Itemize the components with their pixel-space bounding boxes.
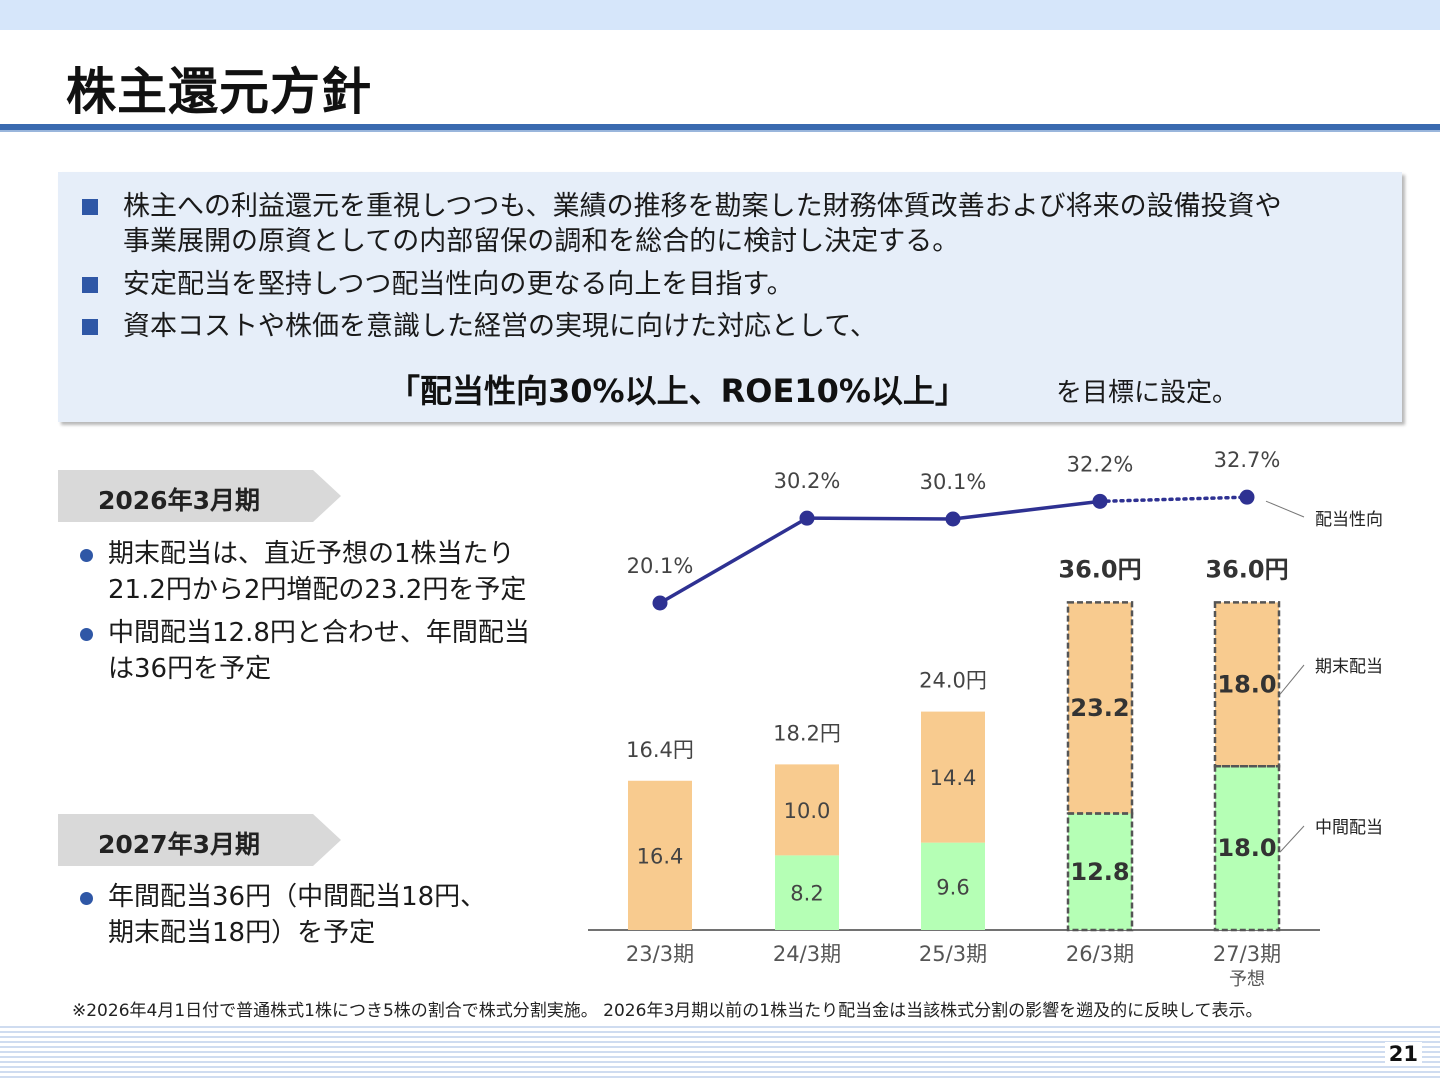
- note-item: 年間配当36円（中間配当18円、 期末配当18円）を予定: [80, 879, 570, 951]
- x-tick-label: 26/3期: [1066, 942, 1134, 966]
- bar-final: [921, 711, 985, 843]
- policy-box: 株主への利益還元を重視しつつも、業績の推移を勘案した財務体質改善および将来の設備…: [58, 172, 1402, 422]
- policy-item: 株主への利益還元を重視しつつも、業績の推移を勘案した財務体質改善および将来の設備…: [82, 189, 1282, 259]
- payout-value-label: 32.2%: [1067, 452, 1134, 476]
- bar-final: [1068, 602, 1132, 814]
- x-tick-label: 27/3期: [1213, 942, 1281, 966]
- page-title: 株主還元方針: [66, 63, 372, 121]
- circle-bullet-icon: [80, 892, 93, 905]
- bar-final: [1215, 602, 1279, 767]
- bar-total-label: 16.4円: [626, 738, 694, 762]
- note-item: 中間配当12.8円と合わせ、年間配当 は36円を予定: [80, 615, 570, 687]
- note-line: 年間配当36円（中間配当18円、: [108, 882, 487, 912]
- title-rule: [0, 124, 1440, 130]
- payout-value-label: 20.1%: [627, 554, 694, 578]
- circle-bullet-icon: [80, 628, 93, 641]
- bar-value-label: 10.0: [784, 799, 831, 823]
- payout-point: [1239, 489, 1255, 505]
- footnote: ※2026年4月1日付で普通株式1株につき5株の割合で株式分割実施。 2026年…: [72, 1001, 1263, 1021]
- bar-value-label: 14.4: [930, 766, 977, 790]
- policy-item: 安定配当を堅持しつつ配当性向の更なる向上を目指す。: [82, 267, 794, 302]
- bar-outline-interim: [1066, 812, 1134, 932]
- bar-value-label: 8.2: [790, 882, 823, 906]
- x-tick-label: 24/3期: [773, 942, 841, 966]
- payout-value-label: 32.7%: [1214, 448, 1281, 472]
- bar-value-label: 18.0: [1217, 834, 1276, 862]
- payout-point: [652, 595, 668, 611]
- payout-line-forecast-segment: [1098, 495, 1249, 504]
- policy-item-line: 資本コストや株価を意識した経営の実現に向けた対応として、: [123, 311, 877, 342]
- bar-interim: [921, 842, 985, 930]
- bar-total-label: 36.0円: [1058, 555, 1141, 583]
- dividend-chart: 16.4 16.4円 23/3期 8.2 10.0 18.2円 24/3期 9.6 14.4 24…: [588, 448, 1383, 990]
- note-line: 21.2円から2円増配の23.2円を予定: [108, 575, 527, 605]
- payout-line-segment: [659, 516, 808, 605]
- bar-value-label: 16.4: [637, 844, 684, 868]
- bar-outline-final: [1213, 601, 1281, 768]
- payout-line-segment: [952, 499, 1101, 521]
- bar-interim: [1068, 813, 1132, 930]
- bar-interim: [775, 855, 839, 930]
- square-bullet-icon: [82, 277, 98, 293]
- legend-leader-line: [1279, 825, 1305, 853]
- period-tag-2027: 2027年3月期: [58, 814, 341, 866]
- title-rule-light: [0, 130, 1440, 132]
- page-number: 21: [1384, 1042, 1422, 1066]
- bar-value-label: 23.2: [1070, 694, 1129, 722]
- legend-leader-line: [1265, 500, 1305, 518]
- policy-target-suffix: を目標に設定。: [1056, 378, 1239, 408]
- bar-interim: [1215, 766, 1279, 930]
- x-tick-label: 25/3期: [919, 942, 987, 966]
- bar-outline-interim: [1213, 764, 1281, 932]
- bar-final: [628, 780, 692, 930]
- policy-item: 資本コストや株価を意識した経営の実現に向けた対応として、: [82, 309, 877, 344]
- policy-item-line: 安定配当を堅持しつつ配当性向の更なる向上を目指す。: [123, 269, 794, 300]
- note-line: は36円を予定: [108, 654, 272, 684]
- payout-line-segment: [806, 516, 954, 521]
- bar-total-label: 24.0円: [919, 669, 987, 693]
- period-tag-2026: 2026年3月期: [58, 470, 341, 522]
- period-tag-label: 2026年3月期: [98, 486, 260, 515]
- square-bullet-icon: [82, 319, 98, 335]
- bottom-stripes: [0, 1026, 1440, 1080]
- legend-leader-line: [1279, 664, 1305, 695]
- top-band: [0, 0, 1440, 30]
- bar-total-label: 36.0円: [1205, 555, 1288, 583]
- x-tick-label: 23/3期: [626, 942, 694, 966]
- bar-total-label: 18.2円: [773, 721, 841, 745]
- note-line: 中間配当12.8円と合わせ、年間配当: [108, 618, 530, 648]
- legend-label-interim: 中間配当: [1315, 818, 1383, 838]
- policy-item-line: 事業展開の原資としての内部留保の調和を総合的に検討し決定する。: [123, 226, 960, 257]
- policy-target: 「配当性向30%以上、ROE10%以上」: [388, 372, 967, 410]
- x-tick-sublabel: 予想: [1229, 969, 1265, 990]
- payout-value-label: 30.1%: [920, 470, 987, 494]
- square-bullet-icon: [82, 199, 98, 215]
- payout-point: [799, 510, 815, 526]
- note-line: 期末配当は、直近予想の1株当たり: [108, 539, 515, 569]
- bar-value-label: 18.0: [1217, 670, 1276, 698]
- payout-point: [945, 511, 961, 527]
- legend-label-final: 期末配当: [1315, 657, 1383, 677]
- period-tag-label: 2027年3月期: [98, 830, 260, 859]
- bar-value-label: 12.8: [1070, 858, 1129, 886]
- bar-final: [775, 764, 839, 856]
- payout-point: [1092, 493, 1108, 509]
- circle-bullet-icon: [80, 549, 93, 562]
- bar-value-label: 9.6: [936, 875, 969, 899]
- legend-label-payout: 配当性向: [1315, 510, 1383, 530]
- payout-value-label: 30.2%: [774, 469, 841, 493]
- note-line: 期末配当18円）を予定: [108, 918, 376, 948]
- policy-item-line: 株主への利益還元を重視しつつも、業績の推移を勘案した財務体質改善および将来の設備…: [123, 191, 1282, 222]
- note-item: 期末配当は、直近予想の1株当たり 21.2円から2円増配の23.2円を予定: [80, 536, 570, 608]
